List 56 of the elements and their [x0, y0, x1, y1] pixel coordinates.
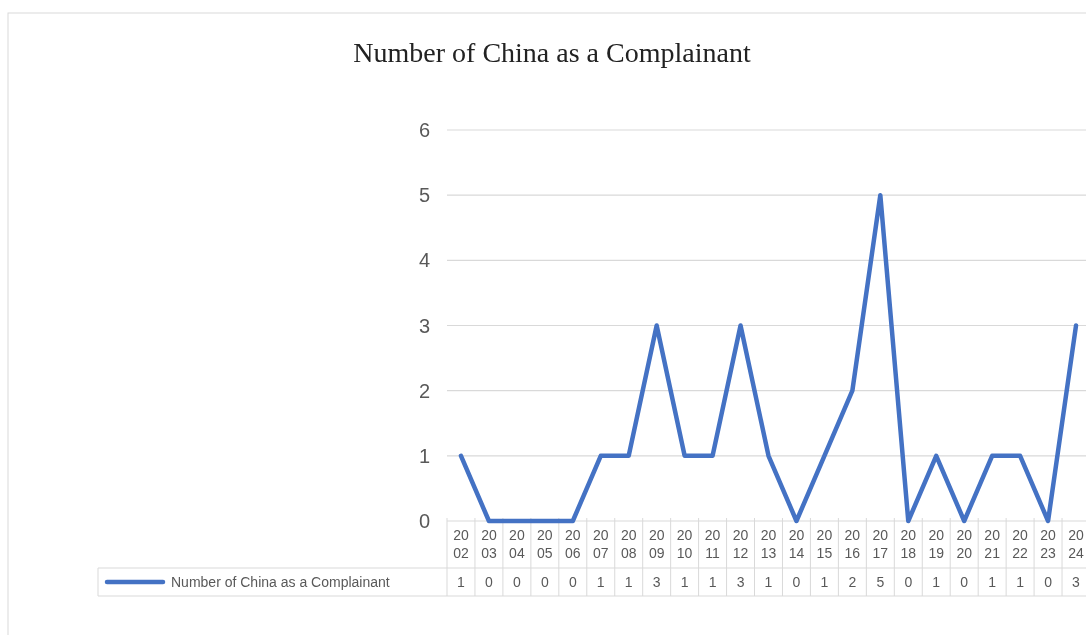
data-label: 1 — [708, 573, 717, 590]
x-tick-label: 2014 — [788, 527, 805, 561]
x-tick-label: 2009 — [648, 527, 665, 561]
data-label: 3 — [652, 573, 661, 590]
data-label: 0 — [568, 573, 577, 590]
x-tick-label: 2008 — [620, 527, 637, 561]
x-tick-label: 2019 — [928, 527, 945, 561]
x-tick-label: 2015 — [816, 527, 833, 561]
data-label: 1 — [457, 573, 466, 590]
x-tick-label: 2007 — [592, 527, 609, 561]
x-tick-label: 2003 — [481, 527, 497, 561]
y-tick-label: 4 — [418, 249, 430, 272]
x-tick-label: 2004 — [509, 527, 525, 561]
data-label: 0 — [1044, 573, 1053, 590]
x-tick-label: 2017 — [872, 527, 889, 561]
data-label: 1 — [988, 573, 997, 590]
x-tick-label: 2010 — [676, 527, 693, 561]
line-series — [458, 192, 1079, 524]
data-label: 3 — [1072, 573, 1081, 590]
data-label: 2 — [848, 573, 857, 590]
x-tick-label: 2021 — [984, 527, 1001, 561]
data-label: 1 — [764, 573, 773, 590]
data-label: 1 — [596, 573, 605, 590]
data-label: 0 — [960, 573, 969, 590]
x-tick-label: 2012 — [732, 527, 749, 561]
data-label: 0 — [540, 573, 549, 590]
x-tick-label: 2020 — [956, 527, 973, 561]
x-tick-label: 2006 — [565, 527, 581, 561]
data-label: 1 — [624, 573, 633, 590]
data-label: 5 — [876, 573, 885, 590]
data-label: 0 — [485, 573, 494, 590]
x-tick-label: 2002 — [453, 527, 469, 561]
data-label: 0 — [512, 573, 521, 590]
data-label: 1 — [932, 573, 941, 590]
y-tick-label: 1 — [418, 444, 430, 467]
x-tick-label: 2005 — [537, 527, 553, 561]
x-tick-label: 2016 — [844, 527, 861, 561]
data-label: 1 — [680, 573, 689, 590]
data-label: 1 — [1016, 573, 1025, 590]
chart-title: Number of China as a Complainant — [353, 37, 751, 68]
x-tick-label: 2018 — [900, 527, 917, 561]
data-label: 1 — [820, 573, 829, 590]
x-tick-label: 2023 — [1040, 527, 1057, 561]
x-tick-label: 2011 — [704, 527, 721, 561]
y-tick-label: 6 — [418, 119, 430, 141]
y-tick-label: 0 — [418, 510, 430, 532]
legend-label: Number of China as a Complainant — [171, 573, 390, 590]
y-tick-label: 3 — [418, 314, 430, 337]
y-tick-label: 5 — [418, 184, 430, 207]
x-tick-label: 2013 — [760, 527, 777, 561]
x-tick-label: 2024 — [1068, 527, 1085, 561]
data-label: 0 — [904, 573, 913, 590]
x-tick-label: 2022 — [1012, 527, 1029, 561]
data-label: 0 — [792, 573, 801, 590]
y-tick-label: 2 — [418, 379, 430, 402]
data-label: 3 — [736, 573, 745, 590]
